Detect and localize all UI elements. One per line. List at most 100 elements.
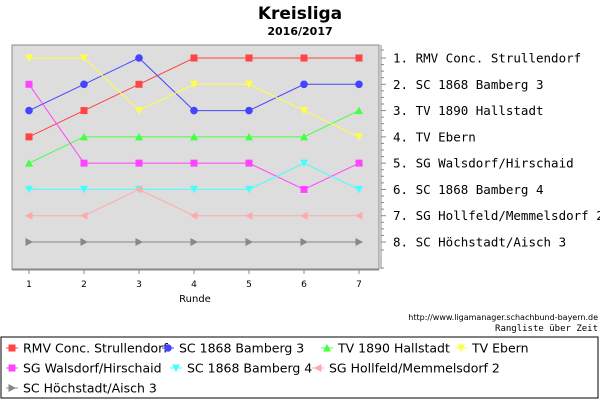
- x-axis-label: Runde: [179, 294, 211, 305]
- data-point: [80, 185, 88, 194]
- legend-item: SC 1868 Bamberg 3: [162, 341, 304, 356]
- series: [25, 54, 363, 141]
- data-point: [245, 159, 253, 167]
- plot-area: [11, 44, 380, 270]
- data-point: [190, 80, 198, 89]
- chart-subtitle: 2016/2017: [267, 25, 332, 38]
- data-point: [25, 54, 33, 62]
- legend-marker: [8, 364, 16, 372]
- legend-item: SG Hollfeld/Memmelsdorf 2: [312, 361, 500, 376]
- data-point: [190, 54, 198, 62]
- data-point: [190, 106, 198, 115]
- chart-title: Kreisliga: [258, 4, 342, 24]
- data-point: [355, 80, 363, 89]
- data-point: [190, 159, 198, 167]
- ranking-label: 4. TV Ebern: [393, 129, 476, 144]
- ranking-label: 8. SC Höchstadt/Aisch 3: [393, 235, 566, 250]
- series: [25, 54, 363, 141]
- x-tick-label: 7: [356, 280, 362, 290]
- data-point: [25, 238, 33, 246]
- legend-label: SG Hollfeld/Memmelsdorf 2: [329, 361, 500, 376]
- legend-marker: [8, 344, 16, 352]
- legend-item: TV Ebern: [455, 341, 529, 356]
- ranking-labels: 1. RMV Conc. Strullendorf 2. SC 1868 Bamb…: [393, 51, 600, 250]
- series: [25, 159, 363, 194]
- legend-label: SC 1868 Bamberg 3: [179, 341, 304, 356]
- x-tick-label: 3: [136, 280, 142, 290]
- data-point: [135, 80, 143, 88]
- data-point: [80, 159, 88, 167]
- data-point: [245, 132, 253, 141]
- data-point: [25, 106, 33, 115]
- legend: RMV Conc. Strullendorf SC 1868 Bamberg 3 T…: [6, 341, 529, 396]
- ranking-label: 7. SG Hollfeld/Memmelsdorf 2: [393, 208, 600, 223]
- data-point: [300, 80, 308, 89]
- data-point: [300, 238, 308, 246]
- data-point: [190, 238, 198, 246]
- x-tick-label: 4: [191, 280, 197, 290]
- legend-label: TV Ebern: [471, 341, 529, 356]
- data-point: [300, 54, 308, 62]
- data-point: [190, 211, 198, 220]
- data-point: [245, 106, 253, 115]
- data-point: [300, 159, 308, 168]
- legend-box: [0, 336, 599, 399]
- series: [25, 185, 363, 220]
- data-point: [245, 54, 253, 62]
- data-point: [135, 132, 143, 141]
- x-tick-label: 2: [81, 280, 87, 290]
- data-point: [300, 132, 308, 141]
- ranking-label: 3. TV 1890 Hallstadt: [393, 103, 544, 118]
- legend-label: RMV Conc. Strullendorf: [23, 341, 168, 356]
- data-point: [80, 238, 88, 246]
- legend-marker: [323, 344, 331, 352]
- data-point: [25, 185, 33, 194]
- legend-label: SC Höchstadt/Aisch 3: [23, 381, 157, 396]
- legend-label: SG Walsdorf/Hirschaid: [23, 361, 162, 376]
- chart-caption: Rangliste über Zeit: [495, 324, 598, 334]
- legend-marker: [172, 364, 180, 372]
- legend-marker: [8, 384, 16, 392]
- data-point: [80, 132, 88, 141]
- legend-marker: [457, 344, 465, 352]
- legend-item: SC Höchstadt/Aisch 3: [6, 381, 157, 396]
- data-point: [190, 132, 198, 141]
- data-point: [245, 80, 253, 89]
- series: [25, 54, 363, 115]
- data-point: [25, 133, 33, 141]
- data-point: [135, 54, 143, 62]
- source-url: http://www.ligamanager.schachbund-bayern…: [408, 313, 598, 322]
- data-point: [80, 107, 88, 115]
- x-tick-label: 6: [301, 280, 307, 290]
- ranking-label: 2. SC 1868 Bamberg 3: [393, 77, 544, 92]
- data-point: [355, 106, 363, 115]
- data-point: [355, 185, 363, 194]
- data-point: [25, 211, 33, 220]
- legend-item: SC 1868 Bamberg 4: [170, 361, 312, 376]
- data-point: [245, 238, 253, 246]
- data-point: [355, 133, 363, 141]
- legend-item: RMV Conc. Strullendorf: [6, 341, 168, 356]
- data-point: [355, 211, 363, 220]
- x-tick-label: 1: [26, 280, 32, 290]
- data-point: [135, 185, 143, 194]
- data-point: [355, 238, 363, 246]
- data-point: [245, 185, 253, 194]
- legend-marker: [314, 364, 322, 372]
- data-point: [80, 211, 88, 220]
- data-point: [25, 80, 33, 88]
- data-point: [355, 159, 363, 167]
- data-point: [300, 211, 308, 220]
- data-point: [135, 107, 143, 115]
- data-point: [190, 185, 198, 194]
- data-point: [80, 54, 88, 62]
- series-layer: [25, 54, 363, 246]
- data-point: [355, 54, 363, 62]
- data-point: [300, 185, 308, 193]
- right-axis-ticks: [381, 49, 386, 269]
- legend-item: SG Walsdorf/Hirschaid: [6, 361, 162, 376]
- ranking-label: 6. SC 1868 Bamberg 4: [393, 182, 544, 197]
- data-point: [245, 211, 253, 220]
- legend-item: TV 1890 Hallstadt: [321, 341, 450, 356]
